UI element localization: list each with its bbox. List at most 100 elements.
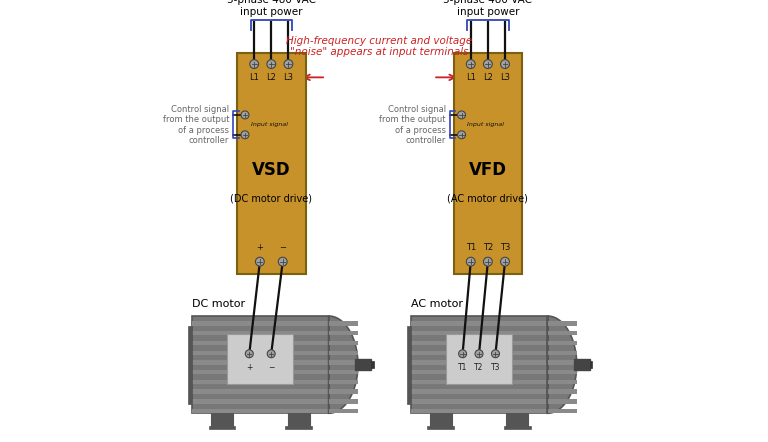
Text: −: −: [268, 363, 274, 373]
Text: L2: L2: [266, 73, 276, 82]
Bar: [411, 321, 548, 326]
Bar: [446, 334, 512, 384]
Bar: [192, 380, 329, 384]
Bar: [329, 409, 358, 413]
Circle shape: [245, 350, 253, 358]
Bar: [411, 370, 548, 374]
Polygon shape: [329, 316, 358, 413]
Bar: [329, 341, 358, 345]
Bar: [411, 351, 548, 355]
Text: VSD: VSD: [252, 161, 290, 179]
Text: T1: T1: [465, 243, 476, 252]
Bar: [548, 399, 577, 404]
Bar: [411, 399, 548, 404]
Text: High-frequency current and voltage
"noise" appears at input terminals: High-frequency current and voltage "nois…: [286, 36, 473, 57]
Bar: [548, 341, 577, 345]
Text: 3-phase 480 VAC
input power: 3-phase 480 VAC input power: [227, 0, 316, 17]
Text: 3-phase 480 VAC
input power: 3-phase 480 VAC input power: [443, 0, 532, 17]
Text: Control signal
from the output
of a process
controller: Control signal from the output of a proc…: [163, 105, 229, 145]
Circle shape: [458, 131, 465, 139]
Bar: [411, 316, 548, 413]
Circle shape: [501, 257, 509, 266]
Circle shape: [241, 131, 249, 139]
Circle shape: [466, 60, 475, 69]
Bar: [192, 409, 329, 413]
Bar: [192, 321, 329, 326]
Bar: [288, 413, 310, 427]
Bar: [188, 326, 192, 404]
Text: Input signal: Input signal: [467, 122, 505, 127]
Bar: [428, 426, 454, 429]
Text: T2: T2: [483, 243, 493, 252]
Bar: [192, 370, 329, 374]
Bar: [329, 370, 358, 374]
Circle shape: [466, 257, 475, 266]
Bar: [329, 399, 358, 404]
Bar: [329, 360, 358, 365]
Text: (DC motor drive): (DC motor drive): [230, 194, 313, 204]
Text: T3: T3: [491, 363, 500, 373]
Bar: [329, 380, 358, 384]
Bar: [506, 413, 528, 427]
Circle shape: [458, 111, 465, 119]
Text: (AC motor drive): (AC motor drive): [448, 194, 528, 204]
Bar: [192, 399, 329, 404]
Text: Control signal
from the output
of a process
controller: Control signal from the output of a proc…: [379, 105, 445, 145]
Text: L3: L3: [500, 73, 510, 82]
Text: L3: L3: [283, 73, 293, 82]
Bar: [192, 360, 329, 365]
Circle shape: [250, 60, 259, 69]
Circle shape: [483, 60, 492, 69]
Bar: [548, 389, 577, 394]
Circle shape: [266, 60, 276, 69]
Bar: [371, 361, 373, 368]
Bar: [329, 321, 358, 326]
Circle shape: [267, 350, 275, 358]
Bar: [192, 389, 329, 394]
Bar: [411, 341, 548, 345]
Bar: [548, 360, 577, 365]
Bar: [548, 409, 577, 413]
Bar: [192, 351, 329, 355]
Bar: [192, 316, 329, 413]
Bar: [356, 359, 371, 370]
Text: L2: L2: [483, 73, 493, 82]
Polygon shape: [548, 316, 577, 413]
Bar: [407, 326, 411, 404]
Bar: [411, 380, 548, 384]
Circle shape: [492, 350, 499, 358]
Circle shape: [278, 257, 287, 266]
Bar: [548, 380, 577, 384]
Text: T2: T2: [475, 363, 484, 373]
Circle shape: [241, 111, 249, 119]
Bar: [411, 409, 548, 413]
Circle shape: [483, 257, 492, 266]
Bar: [211, 413, 233, 427]
Bar: [548, 321, 577, 326]
Text: T3: T3: [500, 243, 510, 252]
Text: L1: L1: [250, 73, 259, 82]
Bar: [411, 389, 548, 394]
Bar: [286, 426, 312, 429]
Bar: [411, 331, 548, 335]
Bar: [192, 331, 329, 335]
Bar: [548, 351, 577, 355]
Bar: [411, 360, 548, 365]
Text: −: −: [280, 243, 286, 252]
Circle shape: [284, 60, 293, 69]
Circle shape: [501, 60, 509, 69]
Bar: [329, 351, 358, 355]
Circle shape: [256, 257, 264, 266]
Text: AC motor: AC motor: [411, 299, 462, 309]
Bar: [329, 331, 358, 335]
Text: T1: T1: [458, 363, 467, 373]
Text: VFD: VFD: [469, 161, 507, 179]
Text: +: +: [257, 243, 263, 252]
Bar: [430, 413, 452, 427]
Bar: [192, 341, 329, 345]
Bar: [505, 426, 531, 429]
Bar: [237, 53, 306, 274]
Circle shape: [475, 350, 483, 358]
Bar: [548, 331, 577, 335]
Bar: [329, 389, 358, 394]
